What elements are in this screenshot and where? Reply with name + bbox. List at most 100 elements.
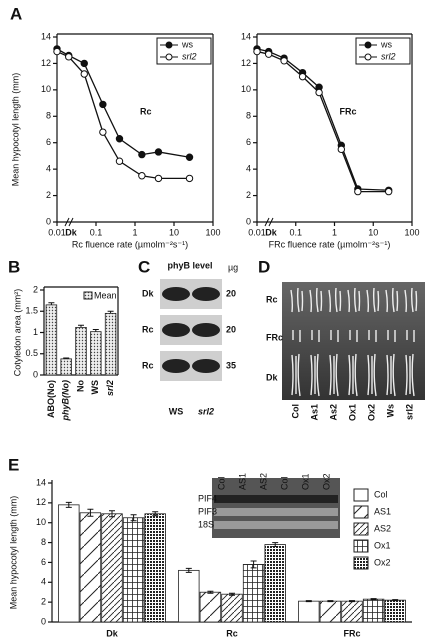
y-tick-label: 0	[33, 369, 38, 379]
legend-swatch	[353, 539, 369, 553]
error-bar	[185, 567, 192, 573]
panel-label: C	[138, 257, 150, 276]
x-tick-label: WS	[90, 380, 100, 395]
error-bar	[63, 357, 70, 359]
legend-marker	[364, 53, 372, 61]
y-tick-label: 8	[246, 111, 251, 121]
panel-label: E	[8, 455, 19, 474]
row-label: Rc	[266, 294, 278, 304]
legend-swatch	[353, 556, 369, 570]
y-tick-label: 0	[46, 216, 51, 226]
inset-column-label: AS1	[237, 473, 247, 490]
legend-box	[355, 37, 411, 65]
y-tick-label: 6	[41, 557, 46, 567]
marker	[337, 145, 346, 154]
bar	[45, 304, 58, 376]
error-bar	[92, 329, 99, 332]
column-label: As1	[309, 404, 319, 421]
x-tick-label: 0.01	[48, 227, 66, 237]
bar	[298, 600, 320, 623]
legend-swatch	[353, 505, 369, 519]
bar	[104, 312, 117, 376]
y-tick-label: 4	[41, 577, 46, 587]
error-bar	[87, 508, 94, 517]
row-label: Dk	[142, 288, 154, 298]
error-bar	[272, 542, 279, 548]
bar	[144, 513, 166, 623]
marker	[154, 148, 163, 156]
seedlings	[385, 287, 399, 397]
blot-band	[192, 287, 220, 301]
column-label: Ox1	[347, 404, 357, 421]
series-line	[256, 50, 389, 193]
y-tick-label: 1.5	[25, 306, 38, 316]
marker	[138, 172, 146, 180]
inset-band	[214, 508, 338, 516]
x-tick-label: Dk	[106, 628, 118, 638]
bar	[122, 517, 145, 623]
blot-band	[162, 359, 190, 373]
y-tick-label: 14	[41, 31, 51, 41]
bar	[60, 358, 72, 376]
bar	[319, 600, 342, 623]
y-axis-title: Mean hypocotyl length (mm)	[8, 496, 18, 610]
row-label: Rc	[142, 360, 154, 370]
marker	[154, 174, 163, 183]
legend-swatch	[83, 291, 93, 300]
inset-column-label: Ox2	[321, 473, 331, 490]
legend-label: ws	[181, 39, 193, 49]
error-bar	[65, 501, 72, 508]
column-label: WS	[169, 406, 184, 416]
x-tick-label: 0.1	[289, 227, 302, 237]
row-label: Dk	[266, 372, 278, 382]
column-label: As2	[328, 404, 338, 421]
bar	[101, 513, 123, 623]
legend-marker	[364, 41, 372, 49]
legend-label: Ox1	[374, 540, 391, 550]
inset-column-label: Ox1	[300, 473, 310, 490]
marker	[298, 72, 307, 81]
blot-title: phyB level	[167, 260, 212, 270]
y-tick-label: 14	[36, 477, 46, 487]
x-axis-title: FRc fluence rate (µmolm⁻²s⁻¹)	[269, 239, 391, 249]
error-bar	[250, 560, 257, 569]
marker	[185, 153, 194, 161]
x-tick-label: No	[75, 380, 85, 392]
column-label: Ox2	[366, 404, 376, 421]
column-label: Col	[290, 404, 300, 419]
series-line	[56, 50, 190, 180]
x-tick-label: srl2	[105, 380, 115, 396]
legend-box	[156, 37, 212, 65]
x-tick-label: 100	[404, 227, 419, 237]
marker	[253, 47, 261, 56]
y-tick-label: 12	[36, 497, 46, 507]
y-tick-label: 10	[241, 84, 251, 94]
marker	[80, 70, 88, 78]
legend-label: Mean	[94, 290, 117, 300]
marker	[115, 157, 124, 165]
axis-break	[264, 217, 274, 227]
y-tick-label: 2	[46, 190, 51, 200]
row-label: Rc	[142, 324, 154, 334]
marker	[280, 57, 288, 65]
y-tick-label: 10	[41, 84, 51, 94]
bar	[199, 591, 222, 623]
legend-label: AS1	[374, 506, 391, 516]
blot-band	[192, 359, 220, 373]
error-bar	[78, 324, 84, 328]
seedlings	[290, 287, 304, 397]
error-bar	[152, 511, 159, 517]
y-tick-label: 6	[46, 137, 51, 147]
error-bar	[305, 600, 312, 603]
legend-label: ws	[380, 39, 392, 49]
marker	[99, 100, 107, 109]
marker	[354, 187, 362, 196]
y-tick-label: 12	[41, 58, 51, 68]
marker	[185, 174, 194, 183]
bar	[341, 600, 363, 623]
bar	[178, 569, 200, 623]
y-tick-label: 2	[33, 284, 38, 294]
y-tick-label: 10	[36, 517, 46, 527]
inset-row-label: PIF3	[198, 506, 217, 516]
column-label: srl2	[404, 404, 414, 420]
